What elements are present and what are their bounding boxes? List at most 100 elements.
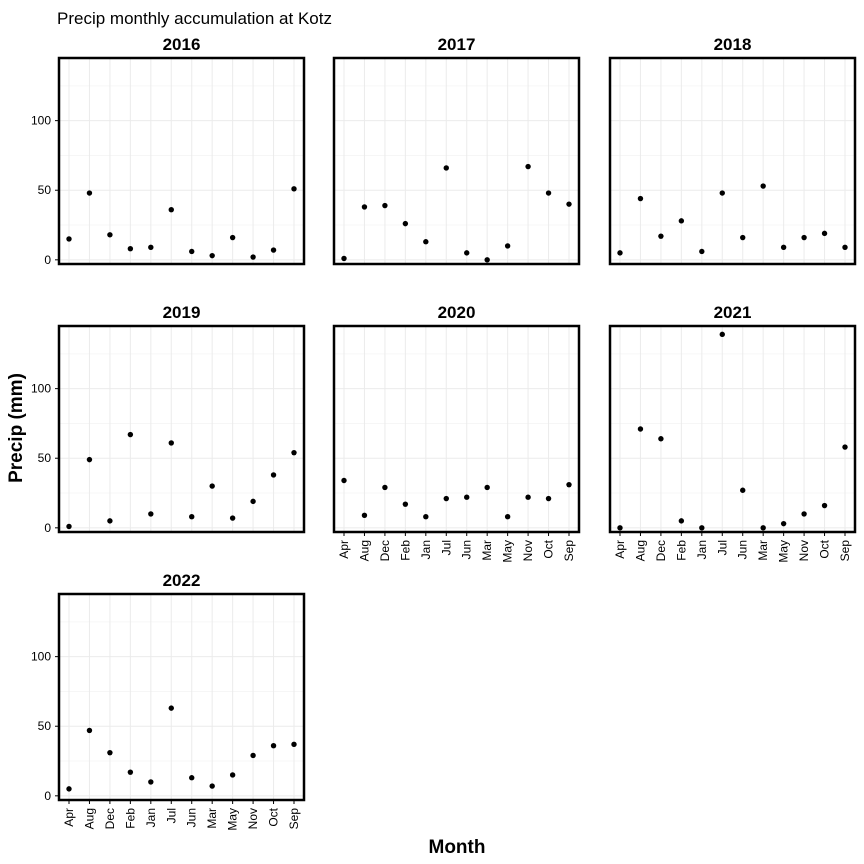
data-point-2018-jun bbox=[740, 234, 746, 241]
x-tick-label: Jul bbox=[164, 808, 178, 823]
data-point-2021-jun bbox=[740, 487, 746, 493]
x-tick-label: Apr bbox=[337, 540, 351, 559]
data-point-2021-mar bbox=[760, 525, 766, 531]
data-point-2020-may bbox=[504, 513, 511, 520]
data-point-2022-may bbox=[229, 772, 236, 778]
panel-border bbox=[332, 324, 581, 534]
data-point-2022-oct bbox=[270, 743, 277, 749]
data-point-2020-oct bbox=[545, 495, 552, 502]
data-point-2021-aug bbox=[637, 426, 644, 432]
facet-panel-2021: 2021 Apr Aug Dec Feb Jan Jul Jun Mar May Nov Oct Sep bbox=[608, 303, 857, 563]
data-point-2017-jun bbox=[464, 250, 470, 256]
x-tick-label: Dec bbox=[378, 540, 392, 561]
data-point-2020-feb bbox=[402, 501, 409, 507]
x-tick-label: Apr bbox=[62, 808, 76, 827]
y-tick-label: 50 bbox=[38, 451, 52, 465]
panel-border bbox=[608, 324, 857, 534]
data-point-2017-dec bbox=[382, 202, 388, 209]
data-point-2017-feb bbox=[402, 220, 409, 227]
y-tick-label: 50 bbox=[38, 719, 52, 733]
x-tick-label: May bbox=[501, 540, 515, 563]
data-point-2020-jan bbox=[423, 513, 429, 520]
panel-title-2017: 2017 bbox=[438, 35, 476, 54]
x-tick-label: Jan bbox=[419, 540, 433, 559]
data-point-2021-jan bbox=[699, 525, 705, 531]
facet-panel-2022: 2022 0 50 100 Apr Aug Dec Feb Jan Jul Jun Mar May Nov… bbox=[31, 571, 306, 831]
data-point-2018-nov bbox=[801, 234, 807, 241]
x-tick-label: Feb bbox=[123, 808, 137, 829]
data-point-2021-apr bbox=[617, 525, 623, 531]
data-point-2017-oct bbox=[545, 190, 552, 196]
data-point-2019-dec bbox=[107, 518, 113, 524]
x-tick-label: Jul bbox=[715, 540, 729, 555]
x-tick-label: May bbox=[226, 808, 240, 831]
data-point-2022-mar bbox=[209, 783, 215, 789]
data-point-2020-sep bbox=[566, 481, 572, 488]
x-tick-label: Nov bbox=[797, 540, 811, 561]
data-point-2019-mar bbox=[209, 483, 215, 489]
x-tick-label: Oct bbox=[818, 539, 832, 558]
x-tick-label: Sep bbox=[562, 540, 576, 562]
x-tick-label: Dec bbox=[103, 808, 117, 829]
data-point-2022-feb bbox=[127, 769, 134, 775]
data-point-2020-jun bbox=[464, 494, 470, 500]
data-point-2019-oct bbox=[270, 472, 277, 478]
data-point-2022-nov bbox=[250, 752, 256, 759]
y-tick-label: 50 bbox=[38, 183, 52, 197]
data-point-2016-nov bbox=[250, 254, 256, 260]
x-tick-label: Aug bbox=[357, 540, 371, 561]
data-point-2016-aug bbox=[86, 190, 93, 196]
data-point-2021-nov bbox=[801, 511, 807, 517]
data-point-2017-jul bbox=[443, 165, 449, 171]
panel-title-2019: 2019 bbox=[163, 303, 201, 322]
data-point-2022-apr bbox=[66, 786, 72, 792]
x-tick-label: Aug bbox=[633, 540, 647, 561]
facet-panel-2017: 2017 bbox=[332, 35, 581, 266]
x-tick-label: Jan bbox=[144, 808, 158, 827]
panel-title-2016: 2016 bbox=[163, 35, 201, 54]
data-point-2016-jul bbox=[168, 207, 174, 213]
x-tick-label: Aug bbox=[82, 808, 96, 829]
y-tick-label: 0 bbox=[44, 789, 51, 803]
x-tick-label: Jul bbox=[439, 540, 453, 555]
y-tick-label: 0 bbox=[44, 521, 51, 535]
data-point-2019-feb bbox=[127, 431, 134, 438]
data-point-2020-jul bbox=[443, 495, 449, 502]
data-point-2021-feb bbox=[678, 518, 685, 524]
facet-panel-2018: 2018 bbox=[608, 35, 857, 266]
x-tick-label: Nov bbox=[521, 540, 535, 561]
data-point-2018-may bbox=[780, 244, 787, 250]
data-point-2022-jan bbox=[148, 779, 154, 785]
data-point-2016-sep bbox=[291, 186, 297, 192]
x-tick-label: Nov bbox=[246, 808, 260, 829]
facet-panels: 2016 0 50 100 2017 2018 2019 0 50 100 2020 Apr Aug De… bbox=[31, 35, 857, 831]
y-tick-label: 100 bbox=[31, 114, 51, 128]
data-point-2018-dec bbox=[658, 233, 664, 239]
data-point-2018-sep bbox=[842, 244, 848, 250]
data-point-2022-jul bbox=[168, 705, 174, 711]
data-point-2016-feb bbox=[127, 245, 134, 252]
data-point-2016-apr bbox=[66, 236, 72, 242]
panel-title-2021: 2021 bbox=[714, 303, 752, 322]
data-point-2018-jan bbox=[699, 248, 705, 255]
x-tick-label: Sep bbox=[838, 540, 852, 562]
x-tick-label: Oct bbox=[267, 807, 281, 826]
x-tick-label: Feb bbox=[398, 540, 412, 561]
panel-title-2020: 2020 bbox=[438, 303, 476, 322]
y-axis-title: Precip (mm) bbox=[6, 373, 27, 483]
data-point-2019-nov bbox=[250, 498, 256, 505]
data-point-2021-oct bbox=[821, 502, 828, 509]
panel-border bbox=[57, 56, 306, 266]
data-point-2019-aug bbox=[86, 456, 93, 463]
x-tick-label: Jan bbox=[695, 540, 709, 559]
data-point-2018-aug bbox=[637, 195, 644, 202]
data-point-2016-jun bbox=[189, 248, 195, 255]
x-tick-label: Oct bbox=[542, 539, 556, 558]
facet-panel-2020: 2020 Apr Aug Dec Feb Jan Jul Jun Mar May Nov Oct Sep bbox=[332, 303, 581, 563]
data-point-2016-oct bbox=[270, 247, 277, 253]
panel-title-2022: 2022 bbox=[163, 571, 201, 590]
data-point-2017-may bbox=[504, 243, 511, 249]
data-point-2017-apr bbox=[341, 255, 347, 262]
data-point-2017-nov bbox=[525, 163, 531, 170]
